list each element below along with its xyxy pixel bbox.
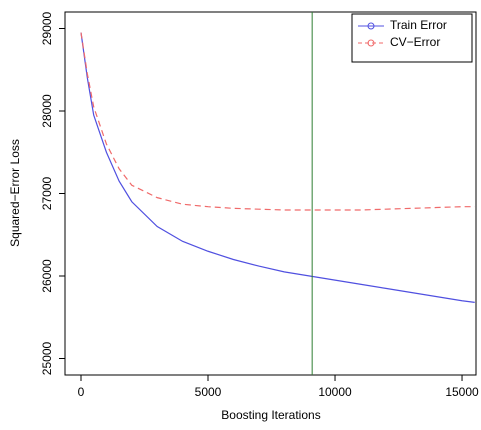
legend-label: Train Error	[390, 18, 447, 32]
x-axis-label: Boosting Iterations	[221, 408, 320, 422]
y-tick-label: 27000	[40, 176, 54, 210]
y-tick-label: 28000	[40, 94, 54, 128]
x-tick-label: 5000	[195, 385, 222, 399]
y-tick-label: 25000	[40, 341, 54, 375]
legend: Train Error CV−Error	[351, 13, 473, 63]
legend-marker	[367, 39, 375, 47]
legend-marker	[367, 22, 375, 30]
y-tick-label: 29000	[40, 11, 54, 45]
legend-box	[351, 13, 473, 63]
y-tick-label: 26000	[40, 259, 54, 293]
series-line	[80, 32, 475, 303]
series-line	[80, 32, 475, 211]
x-tick-label: 10000	[318, 385, 352, 399]
x-tick-label: 15000	[445, 385, 479, 399]
x-tick-label: 0	[78, 385, 85, 399]
legend-label: CV−Error	[390, 35, 440, 49]
y-axis-label: Squared−Error Loss	[8, 139, 22, 247]
